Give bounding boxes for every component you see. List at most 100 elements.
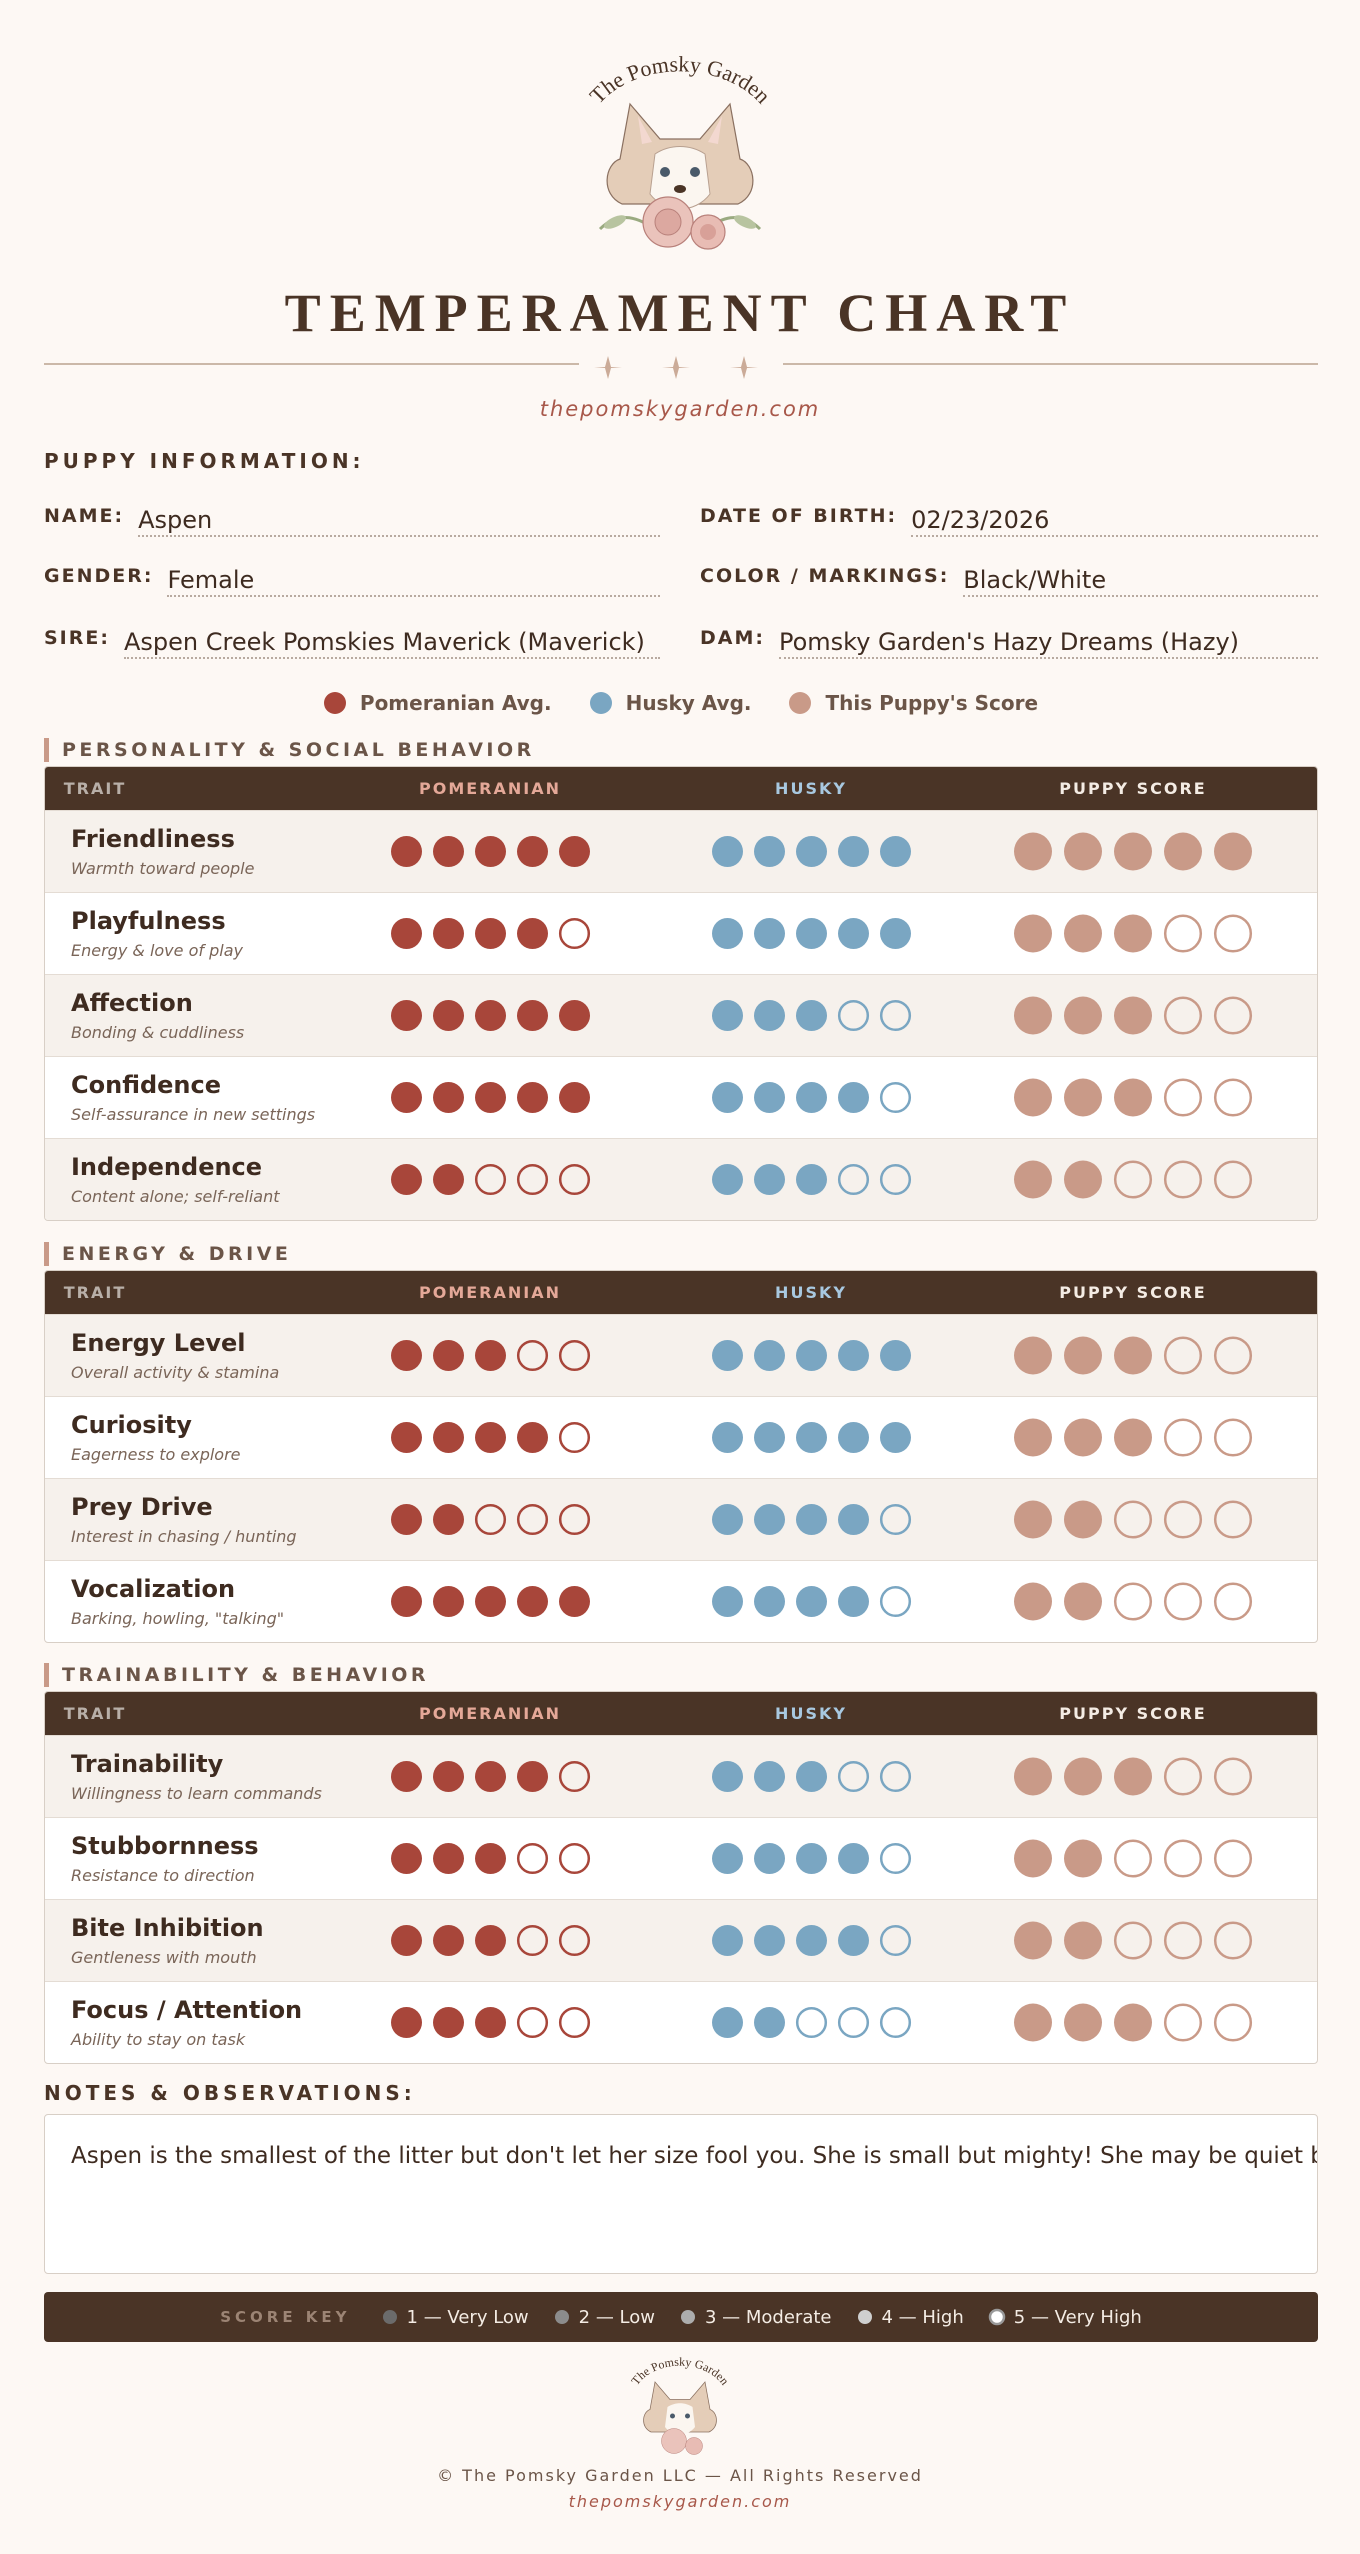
footer-logo-text: The Pomsky Garden	[628, 2355, 732, 2388]
filled-dot	[711, 1164, 743, 1195]
filled-dot	[795, 1340, 827, 1371]
empty-dot	[1163, 914, 1203, 953]
score-dots	[711, 1842, 911, 1875]
filled-dot	[1014, 1160, 1052, 1199]
section-table: TRAIT POMERANIAN HUSKY PUPPY SCORE Trainabil…	[44, 1691, 1318, 2064]
trait-name: Curiosity	[71, 1411, 192, 1439]
website: thepomskygarden.com	[539, 397, 821, 421]
empty-dot	[1163, 996, 1203, 1035]
score-dots	[711, 1340, 911, 1371]
filled-dot	[1064, 2003, 1102, 2042]
filled-dot	[1114, 914, 1152, 953]
score-dots	[1014, 1336, 1253, 1375]
filled-dot	[1014, 2003, 1052, 2042]
filled-dot	[795, 1504, 827, 1535]
filled-dot	[1064, 1078, 1102, 1117]
trait-name: Prey Drive	[71, 1493, 213, 1521]
score-dots	[711, 2006, 911, 2039]
filled-dot	[753, 1340, 785, 1371]
filled-dot	[1064, 1921, 1102, 1960]
trait-description: Ability to stay on task	[71, 2030, 246, 2049]
empty-dot	[516, 1924, 548, 1957]
empty-dot	[558, 917, 590, 950]
filled-dot	[558, 1586, 590, 1617]
filled-dot	[432, 1340, 464, 1371]
filled-dot	[1114, 1757, 1152, 1796]
filled-dot	[1014, 1839, 1052, 1878]
filled-dot	[711, 1082, 743, 1113]
legend-label: Husky Avg.	[625, 691, 752, 715]
score-dots	[711, 999, 911, 1032]
filled-dot	[432, 1164, 464, 1195]
field-value: Aspen	[138, 505, 660, 537]
trait-name: Focus / Attention	[71, 1996, 303, 2024]
filled-dot	[516, 918, 548, 949]
filled-dot	[432, 836, 464, 867]
trait-row: Vocalization Barking, howling, "talking"	[45, 1560, 1317, 1642]
filled-dot	[432, 1082, 464, 1113]
legend-swatch	[589, 692, 612, 714]
filled-dot	[1064, 1839, 1102, 1878]
section-heading: PERSONALITY & SOCIAL BEHAVIOR	[44, 738, 535, 762]
filled-dot	[711, 1843, 743, 1874]
legend-swatch	[323, 692, 346, 714]
filled-dot	[795, 836, 827, 867]
score-key-item: 2 — Low	[553, 2307, 655, 2328]
filled-dot	[558, 1000, 590, 1031]
filled-dot	[516, 1000, 548, 1031]
score-key-title: SCORE KEY	[220, 2308, 351, 2326]
score-dots	[1014, 1839, 1253, 1878]
field-value: 02/23/2026	[911, 505, 1318, 537]
score-dots	[390, 1760, 590, 1793]
trait-name: Confidence	[71, 1071, 222, 1099]
column-header: PUPPY SCORE	[1059, 1704, 1207, 1723]
column-header: HUSKY	[775, 1704, 847, 1723]
score-dots	[390, 1503, 590, 1536]
empty-dot	[837, 1760, 869, 1793]
filled-dot	[1014, 1757, 1052, 1796]
filled-dot	[390, 918, 422, 949]
empty-dot	[1213, 914, 1253, 953]
field-label: COLOR / MARKINGS:	[700, 565, 950, 587]
score-dots	[390, 1163, 590, 1196]
empty-dot	[1213, 1582, 1253, 1621]
filled-dot	[753, 1586, 785, 1617]
filled-dot	[711, 2007, 743, 2038]
empty-dot	[879, 1503, 911, 1536]
score-key-item: 3 — Moderate	[679, 2307, 832, 2328]
empty-dot	[516, 1163, 548, 1196]
filled-dot	[753, 1082, 785, 1113]
empty-dot	[1213, 1418, 1253, 1457]
legend-swatch-circle	[789, 692, 812, 714]
footer-logo: The Pomsky Garden	[628, 2355, 732, 2455]
score-key-item: 1 — Very Low	[381, 2307, 529, 2328]
empty-dot	[558, 1163, 590, 1196]
filled-dot	[753, 918, 785, 949]
filled-dot	[474, 1000, 506, 1031]
column-header: TRAIT	[63, 1283, 127, 1302]
filled-dot	[1064, 1336, 1102, 1375]
trait-description: Overall activity & stamina	[71, 1363, 280, 1382]
field-label: DAM:	[700, 627, 765, 649]
score-key-swatch-circle	[554, 2310, 569, 2324]
legend-swatch-circle	[323, 692, 346, 714]
filled-dot	[1064, 996, 1102, 1035]
divider	[44, 356, 1318, 379]
filled-dot	[516, 1586, 548, 1617]
empty-dot	[1213, 1336, 1253, 1375]
empty-dot	[1163, 1078, 1203, 1117]
score-dots	[390, 2006, 590, 2039]
column-header: HUSKY	[775, 779, 847, 798]
filled-dot	[1114, 1078, 1152, 1117]
filled-dot	[1114, 832, 1152, 871]
filled-dot	[558, 1082, 590, 1113]
empty-dot	[558, 1842, 590, 1875]
filled-dot	[1114, 996, 1152, 1035]
score-key-label: 3 — Moderate	[704, 2306, 832, 2328]
filled-dot	[1064, 1418, 1102, 1457]
score-dots	[390, 1842, 590, 1875]
score-dots	[711, 918, 911, 949]
score-dots	[1014, 1160, 1253, 1199]
info-field: NAME: Aspen	[44, 497, 660, 537]
